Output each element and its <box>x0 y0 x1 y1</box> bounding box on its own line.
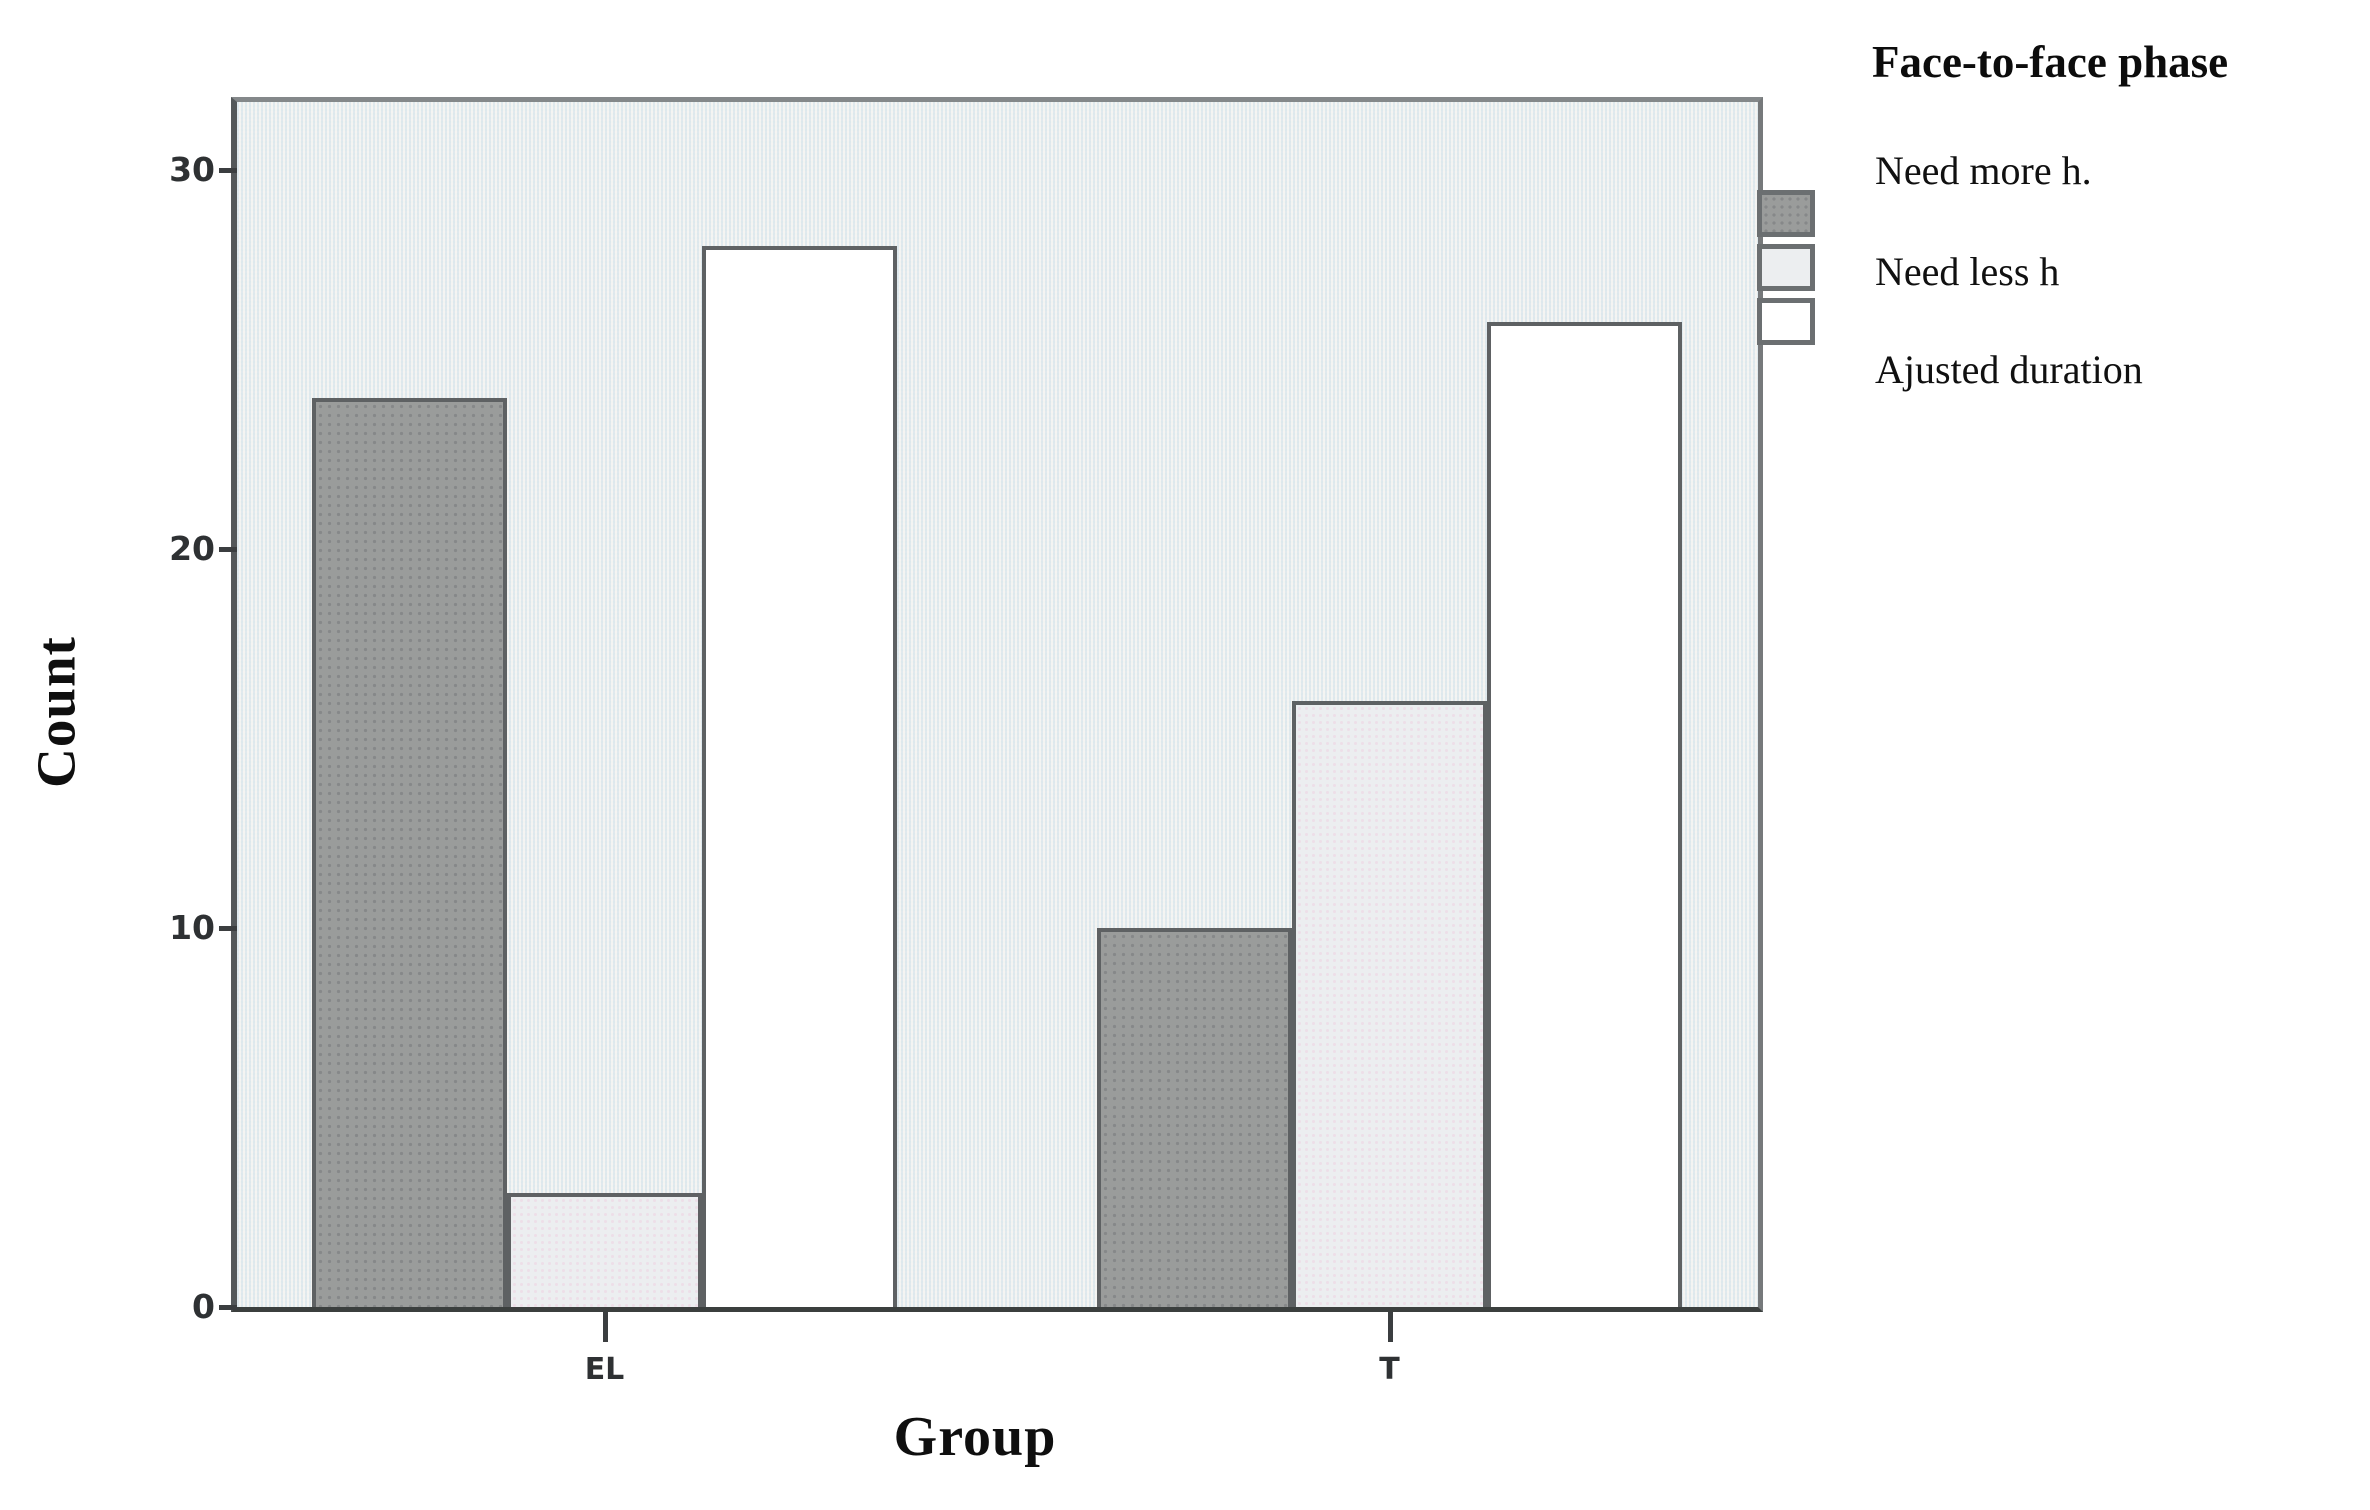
bar-el-need-more-h <box>312 398 507 1307</box>
legend-title: Face-to-face phase <box>1872 37 2229 87</box>
x-tick-label-el: EL <box>584 1352 625 1387</box>
y-tick-label-0: 0 <box>192 1287 215 1326</box>
x-axis-title: Group <box>893 1406 1057 1468</box>
bar-t-ajusted-duration <box>1487 322 1682 1307</box>
bar-el-need-less-h <box>507 1193 702 1307</box>
bar-t-need-more-h <box>1097 928 1292 1307</box>
plot-area <box>231 97 1763 1312</box>
legend-swatch-need-more-h <box>1757 190 1815 237</box>
legend-label-need-less-h: Need less h <box>1875 249 2060 294</box>
y-tick-label-10: 10 <box>169 908 215 947</box>
y-tick-label-20: 20 <box>169 529 215 568</box>
legend-swatch-need-less-h <box>1757 244 1815 291</box>
y-axis-title: Count <box>25 636 87 788</box>
y-tick-0 <box>219 1305 237 1310</box>
x-tick-el <box>602 1312 608 1342</box>
legend-swatch-ajusted-duration <box>1757 298 1815 345</box>
bar-el-ajusted-duration <box>702 246 897 1307</box>
y-tick-30 <box>219 168 237 173</box>
bar-t-need-less-h <box>1292 701 1487 1307</box>
y-tick-20 <box>219 547 237 552</box>
x-tick-t <box>1387 1312 1393 1342</box>
legend-label-need-more-h: Need more h. <box>1875 148 2092 193</box>
y-tick-label-30: 30 <box>169 150 215 189</box>
x-tick-label-t: T <box>1379 1352 1400 1387</box>
legend-label-ajusted-duration: Ajusted duration <box>1875 347 2143 392</box>
y-tick-10 <box>219 926 237 931</box>
